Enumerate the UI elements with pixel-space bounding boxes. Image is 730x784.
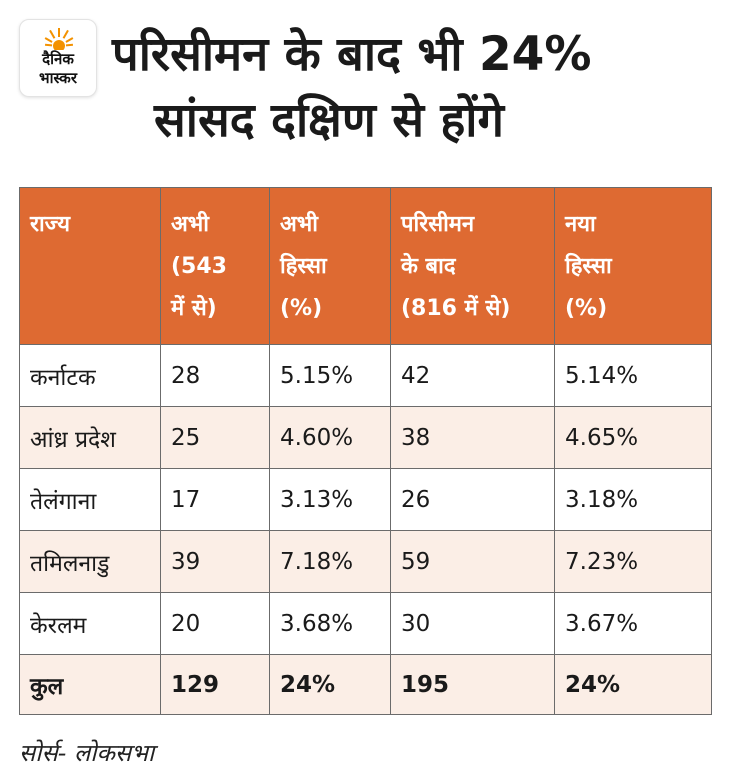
- logo-text-line1: दैनिक: [42, 50, 74, 68]
- logo-text-line2: भास्कर: [39, 69, 77, 87]
- cell-current-seats: 39: [160, 530, 270, 593]
- table-row: केरलम 20 3.68% 30 3.67%: [19, 592, 712, 655]
- cell-state: केरलम: [19, 592, 161, 655]
- cell-state: तमिलनाडु: [19, 530, 161, 593]
- cell-current-seats: 17: [160, 468, 270, 531]
- cell-new-seats: 42: [390, 344, 555, 407]
- cell-current-share: 7.18%: [269, 530, 391, 593]
- cell-state: कर्नाटक: [19, 344, 161, 407]
- sun-icon: [44, 28, 74, 50]
- cell-current-share: 3.68%: [269, 592, 391, 655]
- dainik-bhaskar-logo: दैनिक भास्कर: [19, 19, 97, 97]
- cell-current-seats: 20: [160, 592, 270, 655]
- total-label: कुल: [19, 654, 161, 715]
- cell-new-share: 4.65%: [554, 406, 712, 469]
- cell-current-share: 4.60%: [269, 406, 391, 469]
- table-row: तमिलनाडु 39 7.18% 59 7.23%: [19, 530, 712, 593]
- cell-current-share: 5.15%: [269, 344, 391, 407]
- table-header-row: राज्य अभी (543 में से) अभी हिस्सा (%) पर…: [19, 187, 712, 345]
- table-row: आंध्र प्रदेश 25 4.60% 38 4.65%: [19, 406, 712, 469]
- cell-new-share: 5.14%: [554, 344, 712, 407]
- header-current-share: अभी हिस्सा (%): [269, 187, 391, 345]
- total-current-share: 24%: [269, 654, 391, 715]
- total-new-seats: 195: [390, 654, 555, 715]
- cell-new-share: 3.67%: [554, 592, 712, 655]
- total-current-seats: 129: [160, 654, 270, 715]
- source-note: सोर्स- लोकसभा: [19, 739, 155, 767]
- seat-share-table: राज्य अभी (543 में से) अभी हिस्सा (%) पर…: [19, 187, 712, 715]
- header-after-delimitation: परिसीमन के बाद (816 में से): [390, 187, 555, 345]
- header-new-share: नया हिस्सा (%): [554, 187, 712, 345]
- cell-new-seats: 38: [390, 406, 555, 469]
- cell-state: आंध्र प्रदेश: [19, 406, 161, 469]
- table-row: तेलंगाना 17 3.13% 26 3.18%: [19, 468, 712, 531]
- header-current-seats: अभी (543 में से): [160, 187, 270, 345]
- cell-new-seats: 59: [390, 530, 555, 593]
- cell-new-seats: 26: [390, 468, 555, 531]
- title-line1: परिसीमन के बाद भी 24%: [112, 27, 592, 82]
- cell-new-seats: 30: [390, 592, 555, 655]
- cell-new-share: 3.18%: [554, 468, 712, 531]
- table-row: कर्नाटक 28 5.15% 42 5.14%: [19, 344, 712, 407]
- cell-new-share: 7.23%: [554, 530, 712, 593]
- cell-current-seats: 28: [160, 344, 270, 407]
- page-title: परिसीमन के बाद भी 24% सांसद दक्षिण से हो…: [112, 22, 712, 154]
- header-state: राज्य: [19, 187, 161, 345]
- cell-current-share: 3.13%: [269, 468, 391, 531]
- cell-state: तेलंगाना: [19, 468, 161, 531]
- cell-current-seats: 25: [160, 406, 270, 469]
- total-new-share: 24%: [554, 654, 712, 715]
- table-total-row: कुल 129 24% 195 24%: [19, 654, 712, 715]
- title-line2: सांसद दक्षिण से होंगे: [154, 93, 504, 148]
